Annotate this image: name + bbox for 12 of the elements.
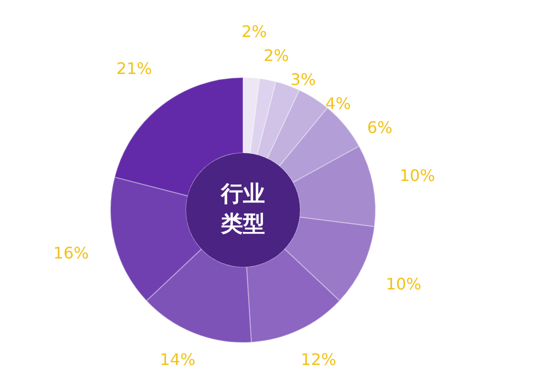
data-label: 16% bbox=[53, 243, 89, 262]
text: 行业类型 bbox=[220, 181, 266, 239]
data-label: 2% bbox=[241, 22, 267, 42]
data-label: 6% bbox=[367, 118, 392, 138]
data-label: 10% bbox=[386, 274, 422, 294]
data-label: 3% bbox=[290, 70, 316, 90]
data-label: 12% bbox=[300, 350, 336, 370]
data-label: 14% bbox=[160, 350, 196, 370]
data-label: 10% bbox=[400, 166, 436, 185]
data-label: 2% bbox=[264, 46, 289, 66]
data-label: 21% bbox=[116, 58, 152, 78]
data-label: 4% bbox=[325, 94, 351, 114]
